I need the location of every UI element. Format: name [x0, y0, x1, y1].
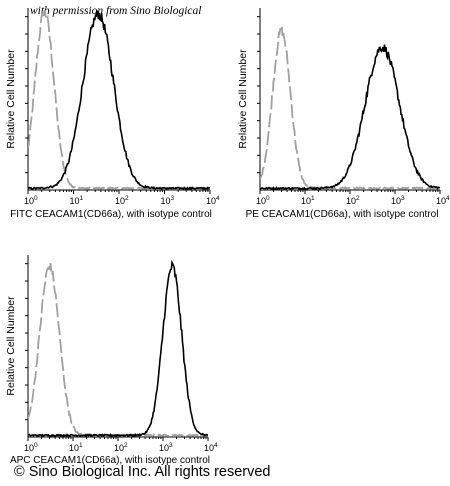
histogram-panel-apc: 100 101 102 103 104 Relative Cell Number APC C… [5, 255, 218, 466]
x-tick-label: 104 [436, 195, 450, 206]
x-tick-label: 101 [70, 195, 84, 206]
x-axis-label: FITC CEACAM1(CD66a), with isotype contro… [10, 209, 212, 220]
x-tick-label: 103 [159, 442, 173, 453]
x-tick-label: 102 [115, 195, 129, 206]
histogram-panel-fitc: 100 101 102 103 104 Relative Cell Number FITC … [5, 8, 220, 220]
x-tick-label: 102 [346, 195, 360, 206]
y-axis-label: Relative Cell Number [5, 49, 17, 149]
watermark-text: with permission from Sino Biological [30, 5, 202, 17]
sample-histogram-line [28, 10, 210, 190]
axes [27, 255, 208, 438]
histogram-panel-pe: 100 101 102 103 104 Relative Cell Number PE CE… [237, 8, 450, 220]
isotype-histogram-line [28, 9, 210, 190]
x-tick-label: 103 [391, 195, 405, 206]
isotype-histogram-line [28, 263, 208, 437]
x-axis-label: PE CEACAM1(CD66a), with isotype control [246, 209, 439, 220]
isotype-histogram-line [260, 26, 440, 190]
sample-histogram-line [28, 259, 208, 437]
x-tick-label: 104 [206, 195, 220, 206]
x-tick-label: 104 [204, 442, 218, 453]
x-axis-label: APC CEACAM1(CD66a), with isotype control [10, 455, 210, 466]
x-tick-label: 101 [69, 442, 83, 453]
copyright-text: © Sino Biological Inc. All rights reserv… [14, 464, 271, 480]
y-axis-label: Relative Cell Number [237, 49, 249, 149]
x-tick-label: 100 [24, 442, 38, 453]
x-tick-label: 101 [301, 195, 315, 206]
x-tick-label: 103 [161, 195, 175, 206]
x-tick-label: 100 [24, 195, 38, 206]
x-tick-label: 100 [256, 195, 270, 206]
sample-histogram-line [260, 44, 440, 190]
x-tick-label: 102 [114, 442, 128, 453]
y-axis-label: Relative Cell Number [5, 296, 17, 396]
